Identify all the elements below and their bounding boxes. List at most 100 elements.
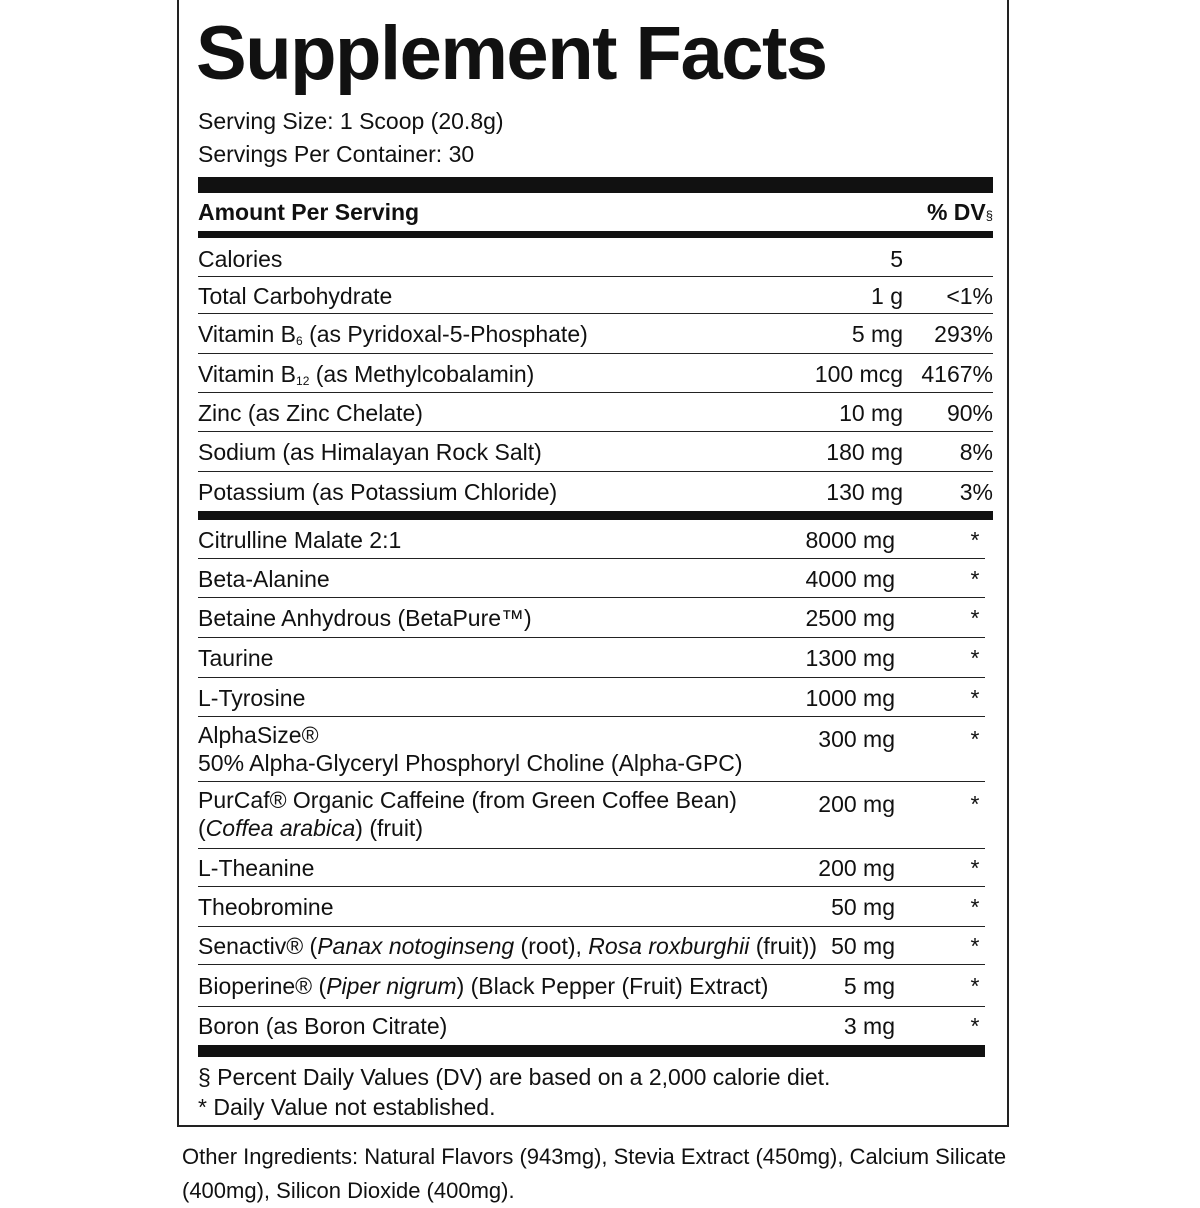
name-text: Rosa roxburghii xyxy=(588,933,750,959)
name-text: Vitamin B xyxy=(198,360,297,387)
name-line: Calories xyxy=(198,245,282,273)
name-text: Calories xyxy=(198,245,283,272)
name-line: Vitamin B12 (as Methylcobalamin) xyxy=(198,360,534,395)
row: Zinc (as Zinc Chelate) 10 mg 90% xyxy=(198,393,993,432)
daily-value: * xyxy=(970,855,980,881)
ingredient-name: L-Theanine xyxy=(198,854,314,882)
dv-header-text: % DV xyxy=(926,199,986,225)
footnote: § Percent Daily Values (DV) are based on… xyxy=(198,1064,831,1090)
daily-value: 4167% xyxy=(921,360,993,387)
footnote: * Daily Value not established. xyxy=(198,1094,496,1120)
daily-value: * xyxy=(970,526,980,553)
medium-rule xyxy=(198,231,993,238)
daily-value: * xyxy=(970,1013,980,1039)
name-text: L-Theanine xyxy=(198,855,315,881)
amount: 8000 mg xyxy=(805,526,895,553)
ingredient-name: Vitamin B12 (as Methylcobalamin) xyxy=(198,360,534,395)
name-line: L-Tyrosine xyxy=(198,684,305,712)
amount: 1000 mg xyxy=(805,684,895,711)
daily-value: 90% xyxy=(946,399,993,426)
name-line: Boron (as Boron Citrate) xyxy=(198,1012,447,1040)
daily-value: * xyxy=(970,933,980,959)
name-text: Betaine Anhydrous (BetaPure™) xyxy=(198,605,532,631)
ingredient-name: AlphaSize® 50% Alpha-Glyceryl Phosphoryl … xyxy=(198,721,743,777)
amount: 180 mg xyxy=(826,439,903,465)
row: Potassium (as Potassium Chloride) 130 mg 3… xyxy=(198,472,993,511)
ingredient-name: Bioperine® (Piper nigrum) (Black Pepper … xyxy=(198,972,768,1000)
daily-value: <1% xyxy=(946,282,993,309)
name-line: Betaine Anhydrous (BetaPure™) xyxy=(198,604,532,632)
name-text: ) (Black Pepper (Fruit) Extract) xyxy=(456,973,769,999)
thick-rule xyxy=(198,511,993,520)
ingredient-name: Zinc (as Zinc Chelate) xyxy=(198,399,423,427)
serving-size: Serving Size: 1 Scoop (20.8g) xyxy=(198,108,504,134)
ingredient-name: Boron (as Boron Citrate) xyxy=(198,1012,447,1040)
name-text: (as Methylcobalamin) xyxy=(309,360,535,387)
ingredient-name: Citrulline Malate 2:1 xyxy=(198,526,401,554)
name-text: Coffea arabica xyxy=(205,815,356,841)
ingredient-name: L-Tyrosine xyxy=(198,684,305,712)
dv-header: % DV§ xyxy=(927,199,993,226)
name-text: AlphaSize® xyxy=(198,722,319,748)
ingredient-name: Sodium (as Himalayan Rock Salt) xyxy=(198,438,542,466)
ingredient-name: Senactiv® (Panax notoginseng (root), Ros… xyxy=(198,932,817,960)
row: Sodium (as Himalayan Rock Salt) 180 mg 8% xyxy=(198,432,993,472)
label-border xyxy=(177,0,1009,1127)
name-text: Beta-Alanine xyxy=(198,565,330,592)
name-line: Citrulline Malate 2:1 xyxy=(198,526,401,554)
ingredient-name: Vitamin B6 (as Pyridoxal-5-Phosphate) xyxy=(198,320,588,355)
row: Betaine Anhydrous (BetaPure™) 2500 mg * xyxy=(198,598,985,638)
daily-value: * xyxy=(970,973,980,999)
amount: 3 mg xyxy=(843,1013,895,1039)
name-text: (fruit)) xyxy=(749,933,818,959)
name-line: Taurine xyxy=(198,644,273,672)
name-line: L-Theanine xyxy=(198,854,314,882)
row: AlphaSize® 50% Alpha-Glyceryl Phosphoryl … xyxy=(198,717,985,782)
daily-value: * xyxy=(970,726,980,752)
name-text: Bioperine® ( xyxy=(198,973,327,999)
row: L-Theanine 200 mg * xyxy=(198,849,985,887)
row: Vitamin B6 (as Pyridoxal-5-Phosphate) 5 m… xyxy=(198,314,993,354)
ingredient-name: Betaine Anhydrous (BetaPure™) xyxy=(198,604,532,632)
row: Citrulline Malate 2:1 8000 mg * xyxy=(198,520,985,559)
daily-value: * xyxy=(970,565,980,592)
name-line: Total Carbohydrate xyxy=(198,282,392,310)
name-text: L-Tyrosine xyxy=(198,684,306,711)
name-text: Piper nigrum xyxy=(326,973,457,999)
name-text: Panax notoginseng xyxy=(317,933,515,959)
ingredient-name: Theobromine xyxy=(198,893,334,921)
daily-value: 8% xyxy=(959,439,993,465)
ingredient-name: Total Carbohydrate xyxy=(198,282,392,310)
row: Calories 5 xyxy=(198,240,993,277)
name-text: ) (fruit) xyxy=(355,815,423,841)
name-text: 50% Alpha-Glyceryl Phosphoryl Choline (A… xyxy=(198,750,743,776)
row: Senactiv® (Panax notoginseng (root), Ros… xyxy=(198,927,985,965)
name-line: Senactiv® (Panax notoginseng (root), Ros… xyxy=(198,932,817,960)
label-title: Supplement Facts xyxy=(196,11,828,96)
name-text: Total Carbohydrate xyxy=(198,282,393,309)
name-text: Citrulline Malate 2:1 xyxy=(198,526,402,553)
daily-value: * xyxy=(970,684,980,711)
amount: 50 mg xyxy=(831,894,895,920)
amount: 1300 mg xyxy=(805,645,895,671)
row: Bioperine® (Piper nigrum) (Black Pepper … xyxy=(198,965,985,1007)
ingredient-name: Calories xyxy=(198,245,282,273)
amount: 5 mg xyxy=(843,973,895,999)
row: L-Tyrosine 1000 mg * xyxy=(198,678,985,717)
ingredient-name: Taurine xyxy=(198,644,273,672)
ingredient-name: Beta-Alanine xyxy=(198,565,330,593)
other-ingredients: Other Ingredients: Natural Flavors (943m… xyxy=(182,1144,1007,1203)
amount: 5 xyxy=(890,245,903,272)
servings-per-container: Servings Per Container: 30 xyxy=(198,141,475,167)
name-text: Vitamin B xyxy=(198,321,297,347)
name-line: AlphaSize® xyxy=(198,721,743,749)
name-text: PurCaf® Organic Caffeine (from Green Cof… xyxy=(198,787,737,813)
row: Taurine 1300 mg * xyxy=(198,638,985,678)
amount: 100 mcg xyxy=(814,360,903,387)
daily-value: 293% xyxy=(934,321,993,347)
name-line: Potassium (as Potassium Chloride) xyxy=(198,478,557,506)
amount: 130 mg xyxy=(826,478,903,505)
name-text: Sodium (as Himalayan Rock Salt) xyxy=(198,439,542,465)
row: Beta-Alanine 4000 mg * xyxy=(198,559,985,598)
